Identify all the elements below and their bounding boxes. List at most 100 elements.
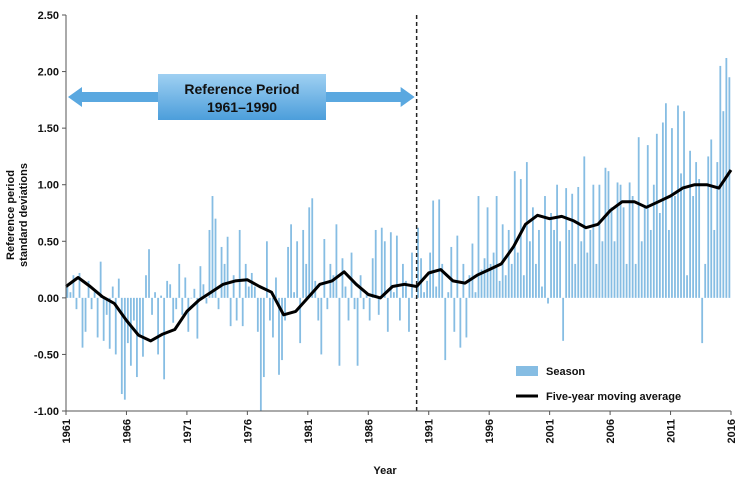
bar	[592, 184, 595, 298]
legend-label: Five-year moving average	[546, 391, 681, 403]
bar	[417, 227, 419, 298]
bar	[326, 297, 329, 310]
reference-box	[158, 74, 326, 120]
bar	[145, 275, 147, 298]
bar	[72, 275, 75, 298]
bar	[444, 297, 447, 361]
bar	[275, 277, 277, 298]
bar	[574, 263, 577, 298]
bar	[114, 297, 117, 355]
bar	[380, 227, 383, 298]
bar	[181, 297, 184, 315]
bar	[426, 280, 429, 298]
bar	[692, 196, 695, 298]
bar	[287, 246, 289, 298]
bar	[84, 297, 87, 332]
bar	[220, 246, 223, 298]
bar	[293, 292, 296, 298]
legend-swatch	[516, 366, 538, 376]
bar	[190, 297, 193, 299]
bar	[311, 198, 314, 298]
bar	[374, 229, 377, 298]
bar	[169, 284, 172, 298]
bar	[386, 297, 389, 332]
x-tick-label: 1986	[363, 419, 375, 443]
bar	[353, 297, 356, 310]
bar	[528, 241, 531, 298]
bar	[631, 196, 634, 298]
bar	[193, 288, 196, 298]
bar	[166, 280, 169, 298]
bar	[187, 297, 190, 332]
bars	[65, 57, 733, 411]
bar	[175, 297, 178, 310]
bar	[347, 297, 350, 321]
bar	[661, 122, 664, 298]
bar	[78, 272, 81, 298]
bar	[335, 224, 338, 298]
bar	[547, 297, 549, 304]
bar	[462, 263, 465, 298]
bar	[163, 297, 166, 380]
bar	[698, 179, 701, 298]
bar	[117, 278, 120, 298]
bar	[504, 275, 507, 298]
bar	[471, 243, 474, 298]
bar	[580, 241, 583, 298]
x-tick-label: 2006	[605, 419, 617, 443]
bar	[616, 182, 619, 298]
y-tick-label: -1.00	[34, 406, 59, 418]
bar	[395, 235, 398, 298]
bar	[362, 297, 365, 310]
bar	[232, 275, 235, 298]
x-tick-label: 1961	[61, 419, 73, 443]
bar	[199, 266, 202, 298]
bar	[290, 224, 292, 298]
bar	[677, 105, 679, 298]
x-tick-label: 1996	[484, 419, 496, 443]
bar	[492, 252, 495, 298]
bar	[468, 275, 471, 298]
bar	[411, 252, 413, 298]
bar	[707, 156, 710, 298]
bar	[652, 184, 655, 298]
bar	[441, 263, 444, 298]
bar	[649, 229, 652, 298]
bar	[544, 196, 546, 298]
bar	[571, 193, 574, 298]
annotation: Reference Period 1961–1990 Season Five-year…	[68, 15, 681, 411]
x-tick-label: 1981	[303, 419, 315, 443]
y-tick-label: 1.50	[38, 123, 59, 135]
bar	[429, 252, 432, 298]
bar	[577, 186, 580, 298]
bar	[96, 297, 99, 338]
bar	[532, 207, 534, 298]
bar	[214, 218, 217, 298]
y-tick-label: 0.00	[38, 293, 59, 305]
bar	[550, 213, 552, 298]
bar	[120, 297, 123, 395]
bar	[538, 229, 540, 298]
bar	[453, 297, 456, 332]
bar	[368, 297, 371, 321]
bar	[586, 252, 589, 298]
bar	[568, 229, 571, 298]
bar	[719, 65, 722, 298]
bar	[229, 297, 232, 327]
bar	[154, 292, 156, 298]
bar	[341, 258, 344, 298]
bar	[510, 263, 513, 298]
bar	[489, 263, 492, 298]
bar	[184, 277, 187, 298]
bar	[139, 297, 141, 338]
reference-title: Reference Period	[184, 81, 299, 97]
bar	[414, 297, 416, 299]
bar	[284, 297, 286, 321]
bar	[332, 275, 335, 298]
bar	[637, 137, 640, 298]
bar	[111, 286, 114, 298]
bar	[208, 229, 211, 298]
bar	[241, 297, 244, 327]
bar	[317, 297, 320, 321]
